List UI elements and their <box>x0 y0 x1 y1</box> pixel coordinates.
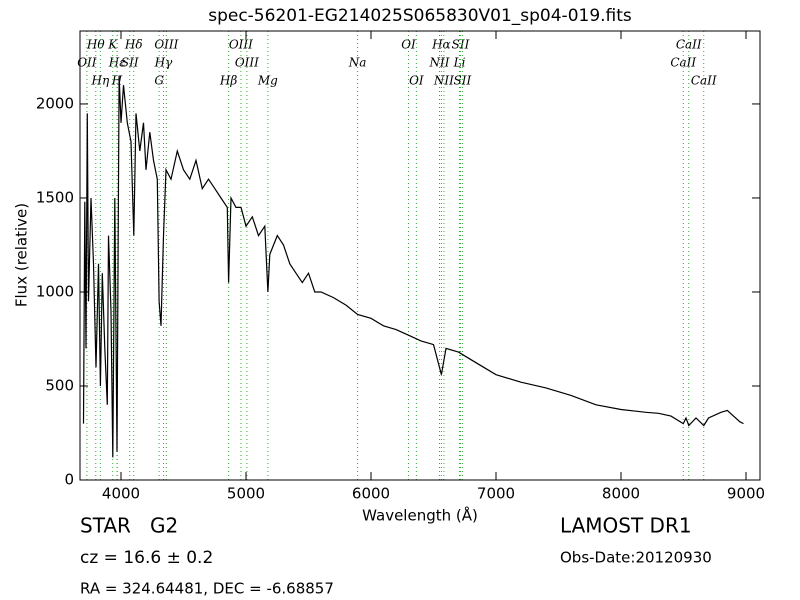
spectral-line-label: CaII <box>670 56 696 70</box>
spectral-line-label: Na <box>348 56 367 70</box>
spectral-line-label: CaII <box>691 74 717 88</box>
object-class: STAR G2 <box>80 514 178 538</box>
spectral-line-label: Li <box>453 56 466 70</box>
spectral-line-label: Hδ <box>124 38 143 52</box>
spectral-line-label: OIII <box>154 38 178 52</box>
y-axis-label: Flux (relative) <box>13 203 31 307</box>
x-tick-label: 8000 <box>602 485 640 503</box>
y-tick-label: 0 <box>64 471 74 489</box>
x-tick-label: 4000 <box>102 485 140 503</box>
spectral-line-label: SII <box>454 74 472 88</box>
spectral-line-label: Hε <box>108 56 126 70</box>
y-tick-label: 500 <box>45 376 74 394</box>
spectral-line-label: OII <box>77 56 97 70</box>
spectral-line-label: G <box>154 74 164 88</box>
spectral-line-label: Mg <box>257 74 278 88</box>
chart-title: spec-56201-EG214025S065830V01_sp04-019.f… <box>208 6 632 26</box>
y-tick-label: 2000 <box>36 94 74 112</box>
plot-frame <box>79 30 761 481</box>
spectral-line-label: K <box>107 38 118 52</box>
spectral-line-label: OIII <box>235 56 259 70</box>
spectral-line-label: Hβ <box>219 74 237 88</box>
spectral-line-label: Hγ <box>154 56 173 70</box>
spectral-line-label: SII <box>452 38 470 52</box>
spectral-line-label: NII <box>429 56 450 70</box>
x-axis-label: Wavelength (Å) <box>362 506 478 525</box>
spectral-line-label: Hη <box>91 74 110 88</box>
spectral-line-label: H <box>111 74 123 88</box>
spectral-line-label: NII <box>433 74 454 88</box>
survey: LAMOST DR1 <box>560 514 692 538</box>
obs-date: Obs-Date:20120930 <box>560 549 712 567</box>
y-tick-label: 1000 <box>36 282 74 300</box>
spectral-line-label: SII <box>121 56 139 70</box>
redshift: cz = 16.6 ± 0.2 <box>80 548 213 568</box>
spectral-line-label: OIII <box>229 38 253 52</box>
x-tick-label: 6000 <box>352 485 390 503</box>
y-tick-label: 1500 <box>36 188 74 206</box>
x-tick-label: 5000 <box>227 485 265 503</box>
spectral-line-label: CaII <box>676 38 702 52</box>
spectral-line-label: Hα <box>431 38 451 52</box>
coordinates: RA = 324.64481, DEC = -6.68857 <box>80 580 334 598</box>
spectral-line-label: OI <box>409 74 424 88</box>
spectral-line-label: OI <box>401 38 416 52</box>
spectral-line-label: Hθ <box>86 38 105 52</box>
x-tick-label: 9000 <box>727 485 765 503</box>
spectrum-line <box>82 75 744 458</box>
x-tick-label: 7000 <box>477 485 515 503</box>
